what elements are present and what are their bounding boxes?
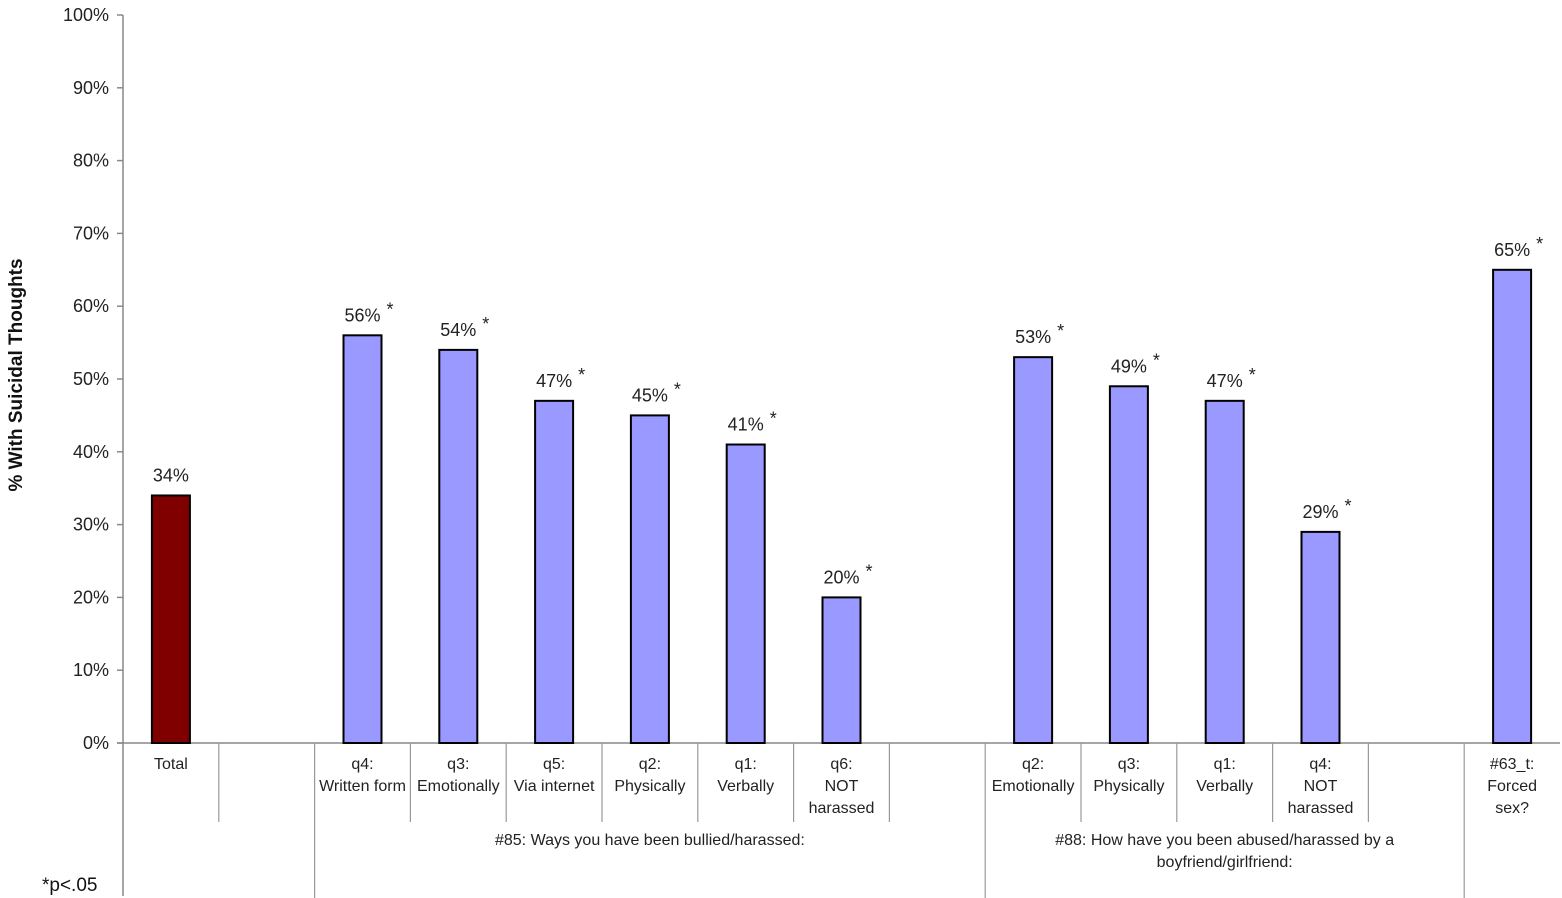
data-label: 45% bbox=[632, 385, 668, 405]
category-label: sex? bbox=[1495, 800, 1529, 817]
category-label: NOT bbox=[1304, 778, 1338, 795]
significance-star: * bbox=[482, 314, 489, 334]
y-tick-label: 10% bbox=[73, 660, 109, 680]
significance-star: * bbox=[1345, 496, 1352, 516]
data-label: 47% bbox=[1207, 371, 1243, 391]
category-label: q5: bbox=[543, 756, 565, 773]
y-tick-label: 90% bbox=[73, 78, 109, 98]
significance-footnote: *p<.05 bbox=[42, 875, 97, 896]
category-label: Total bbox=[154, 756, 188, 773]
category-label: NOT bbox=[825, 778, 859, 795]
bar bbox=[1204, 399, 1245, 744]
category-label: q4: bbox=[1309, 756, 1331, 773]
category-label: Written form bbox=[319, 778, 406, 795]
category-label: Physically bbox=[1093, 778, 1164, 795]
data-label: 41% bbox=[728, 415, 764, 435]
category-label: q2: bbox=[1022, 756, 1044, 773]
y-tick-label: 70% bbox=[73, 223, 109, 243]
bar bbox=[629, 414, 670, 744]
category-label: harassed bbox=[1288, 800, 1354, 817]
bar bbox=[725, 443, 766, 744]
category-label: q4: bbox=[351, 756, 373, 773]
significance-star: * bbox=[387, 299, 394, 319]
group-label: #85: Ways you have been bullied/harassed… bbox=[495, 832, 805, 849]
y-tick-label: 60% bbox=[73, 296, 109, 316]
category-label: Verbally bbox=[1196, 778, 1253, 795]
bar bbox=[1300, 530, 1341, 744]
y-tick-label: 50% bbox=[73, 369, 109, 389]
bar bbox=[1013, 356, 1054, 744]
significance-star: * bbox=[1536, 234, 1543, 254]
y-tick-label: 20% bbox=[73, 587, 109, 607]
significance-star: * bbox=[578, 365, 585, 385]
significance-star: * bbox=[674, 379, 681, 399]
data-label: 49% bbox=[1111, 356, 1147, 376]
bar bbox=[150, 494, 191, 745]
significance-star: * bbox=[770, 409, 777, 429]
category-label: Physically bbox=[614, 778, 685, 795]
significance-star: * bbox=[1249, 365, 1256, 385]
data-label: 34% bbox=[153, 465, 189, 485]
group-label: boyfriend/girlfriend: bbox=[1157, 854, 1293, 871]
bar bbox=[438, 348, 479, 744]
category-label: Via internet bbox=[514, 778, 595, 795]
data-label: 54% bbox=[440, 320, 476, 340]
bar bbox=[821, 596, 862, 745]
category-label: Verbally bbox=[717, 778, 774, 795]
category-label: harassed bbox=[809, 800, 875, 817]
category-label: Emotionally bbox=[992, 778, 1075, 795]
significance-star: * bbox=[1057, 321, 1064, 341]
data-label: 56% bbox=[344, 305, 380, 325]
significance-star: * bbox=[1153, 350, 1160, 370]
data-label: 29% bbox=[1302, 502, 1338, 522]
group-label: #88: How have you been abused/harassed b… bbox=[1055, 832, 1394, 849]
y-axis-label: % With Suicidal Thoughts bbox=[6, 258, 27, 491]
data-label: 47% bbox=[536, 371, 572, 391]
category-label: Emotionally bbox=[417, 778, 500, 795]
significance-star: * bbox=[866, 561, 873, 581]
y-tick-label: 100% bbox=[63, 5, 109, 25]
category-label: #63_t: bbox=[1490, 756, 1534, 773]
y-tick-label: 80% bbox=[73, 151, 109, 171]
bar bbox=[1492, 268, 1533, 744]
category-label: q3: bbox=[1118, 756, 1140, 773]
data-label: 65% bbox=[1494, 240, 1530, 260]
y-tick-label: 40% bbox=[73, 442, 109, 462]
y-tick-label: 30% bbox=[73, 515, 109, 535]
category-label: q2: bbox=[639, 756, 661, 773]
bar bbox=[534, 399, 575, 744]
category-label: q1: bbox=[735, 756, 757, 773]
bars bbox=[150, 268, 1533, 745]
category-label: q3: bbox=[447, 756, 469, 773]
axes: 0% 10% 20% 30% 40% 50% 60% 70% 80% 90% 100% bbox=[63, 5, 1560, 898]
bar bbox=[1108, 385, 1149, 744]
labels: 34% Total 56% * q4: Written form 54% * q3: Emotio… bbox=[153, 234, 1543, 871]
data-label: 53% bbox=[1015, 327, 1051, 347]
data-label: 20% bbox=[823, 567, 859, 587]
bar bbox=[342, 334, 383, 744]
category-label: Forced bbox=[1487, 778, 1537, 795]
y-tick-label: 0% bbox=[83, 733, 109, 753]
category-label: q1: bbox=[1214, 756, 1236, 773]
category-label: q6: bbox=[830, 756, 852, 773]
